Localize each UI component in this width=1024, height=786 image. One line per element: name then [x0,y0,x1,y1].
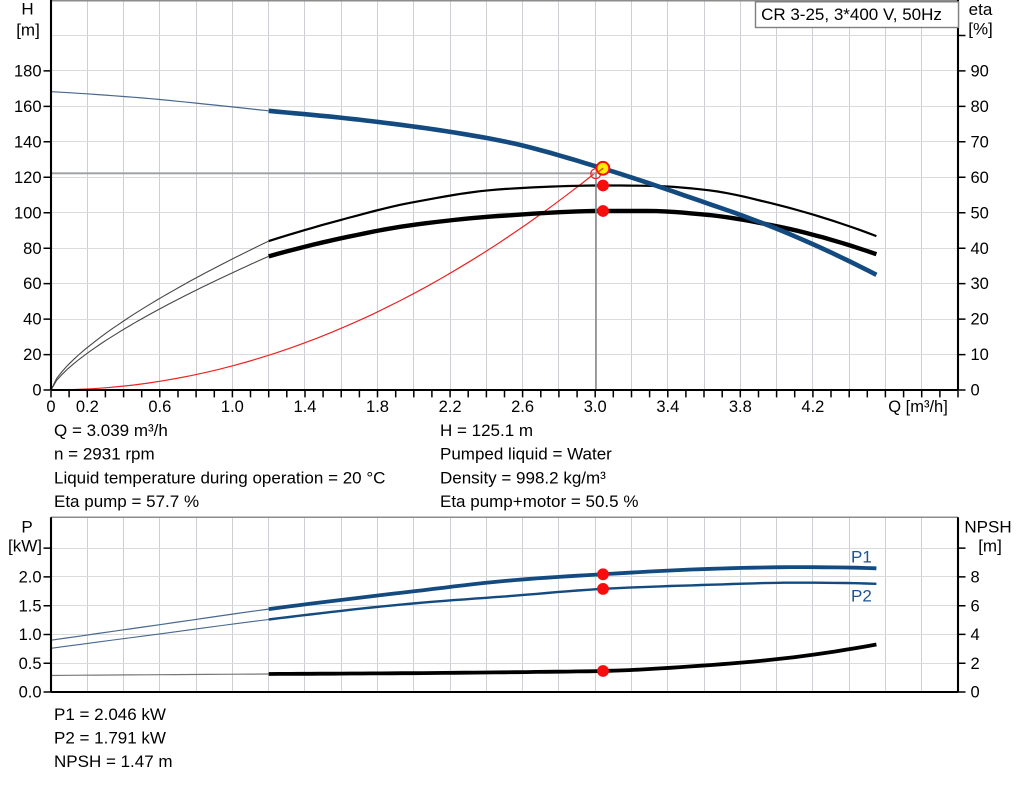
svg-text:160: 160 [14,98,42,116]
svg-text:60: 60 [971,169,989,187]
svg-text:eta: eta [969,0,993,19]
svg-text:20: 20 [23,346,41,364]
svg-text:P: P [21,518,32,537]
svg-text:1.5: 1.5 [19,597,42,615]
svg-text:H: H [21,0,33,19]
svg-text:3.4: 3.4 [656,398,679,416]
svg-text:0.6: 0.6 [148,398,171,416]
svg-text:[m]: [m] [978,537,1002,556]
svg-text:40: 40 [971,240,989,258]
svg-text:180: 180 [14,63,42,81]
svg-text:120: 120 [14,169,42,187]
svg-text:Density = 998.2 kg/m³: Density = 998.2 kg/m³ [440,469,606,488]
svg-text:0.2: 0.2 [76,398,99,416]
svg-text:P2 = 1.791 kW: P2 = 1.791 kW [54,729,166,748]
svg-text:2: 2 [971,655,980,673]
svg-text:Q = 3.039 m³/h: Q = 3.039 m³/h [54,421,168,440]
svg-text:n = 2931 rpm: n = 2931 rpm [54,445,155,464]
svg-text:NPSH: NPSH [964,518,1011,537]
svg-text:2.6: 2.6 [511,398,534,416]
svg-text:20: 20 [971,311,989,329]
svg-text:140: 140 [14,133,42,151]
svg-text:Pumped liquid = Water: Pumped liquid = Water [440,445,612,464]
svg-text:NPSH = 1.47 m: NPSH = 1.47 m [54,752,173,771]
svg-text:H = 125.1 m: H = 125.1 m [440,421,533,440]
svg-text:[m]: [m] [16,21,40,40]
svg-text:100: 100 [14,204,42,222]
svg-text:8: 8 [971,569,980,587]
svg-text:[%]: [%] [968,20,993,39]
svg-text:Eta pump+motor = 50.5 %: Eta pump+motor = 50.5 % [440,492,638,511]
svg-text:2.2: 2.2 [439,398,462,416]
svg-text:1.0: 1.0 [19,626,42,644]
svg-text:70: 70 [971,133,989,151]
svg-text:P1 = 2.046 kW: P1 = 2.046 kW [54,705,166,724]
svg-text:10: 10 [971,346,989,364]
svg-text:Eta pump = 57.7 %: Eta pump = 57.7 % [54,492,199,511]
svg-text:0: 0 [46,398,55,416]
svg-text:P2: P2 [851,587,872,606]
svg-text:0.0: 0.0 [19,684,42,702]
svg-text:[kW]: [kW] [8,537,42,556]
svg-text:3.0: 3.0 [584,398,607,416]
svg-text:1.8: 1.8 [366,398,389,416]
svg-text:80: 80 [971,98,989,116]
svg-text:0.5: 0.5 [19,655,42,673]
svg-text:Q [m³/h]: Q [m³/h] [888,398,948,416]
svg-text:0: 0 [32,382,41,400]
svg-text:2.0: 2.0 [19,569,42,587]
svg-text:0: 0 [971,382,980,400]
svg-text:90: 90 [971,63,989,81]
svg-text:60: 60 [23,275,41,293]
svg-text:4: 4 [971,626,980,644]
svg-text:3.8: 3.8 [729,398,752,416]
svg-text:1.4: 1.4 [294,398,317,416]
svg-text:6: 6 [971,597,980,615]
svg-text:40: 40 [23,311,41,329]
svg-text:P1: P1 [851,548,872,567]
svg-text:50: 50 [971,204,989,222]
svg-text:80: 80 [23,240,41,258]
svg-text:Liquid temperature during oper: Liquid temperature during operation = 20… [54,469,385,488]
svg-text:1.0: 1.0 [221,398,244,416]
svg-text:30: 30 [971,275,989,293]
svg-text:4.2: 4.2 [801,398,824,416]
svg-text:0: 0 [971,684,980,702]
svg-text:CR 3-25, 3*400 V, 50Hz: CR 3-25, 3*400 V, 50Hz [761,5,942,24]
